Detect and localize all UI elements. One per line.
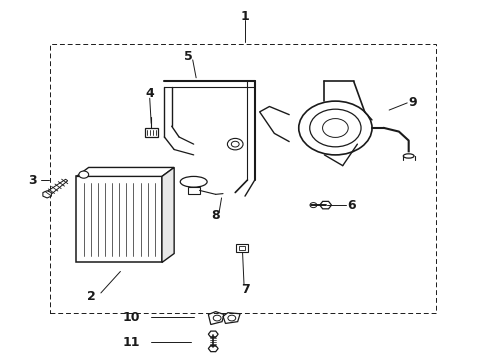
Circle shape	[227, 138, 243, 150]
Circle shape	[228, 315, 236, 321]
Text: 1: 1	[241, 10, 249, 23]
Circle shape	[310, 109, 361, 147]
Polygon shape	[188, 187, 199, 194]
Text: 6: 6	[347, 199, 356, 212]
Ellipse shape	[180, 176, 207, 187]
Circle shape	[310, 203, 317, 208]
Circle shape	[213, 315, 221, 321]
Bar	[49, 44, 436, 313]
Text: 10: 10	[122, 311, 140, 324]
Text: 9: 9	[409, 96, 417, 109]
Text: 5: 5	[184, 50, 193, 63]
Polygon shape	[208, 331, 218, 337]
Polygon shape	[43, 191, 51, 198]
Polygon shape	[320, 201, 331, 209]
Text: 4: 4	[146, 87, 154, 100]
Text: 8: 8	[211, 210, 220, 222]
Polygon shape	[76, 167, 174, 176]
Text: 2: 2	[87, 290, 96, 303]
Polygon shape	[236, 244, 248, 252]
Polygon shape	[45, 179, 68, 196]
Circle shape	[231, 141, 239, 147]
Text: 3: 3	[28, 174, 37, 186]
Polygon shape	[208, 346, 218, 352]
Circle shape	[322, 118, 348, 138]
Text: 7: 7	[241, 283, 249, 296]
Polygon shape	[162, 167, 174, 262]
Polygon shape	[76, 176, 162, 262]
Text: 11: 11	[122, 336, 140, 348]
Circle shape	[79, 171, 89, 178]
Ellipse shape	[403, 154, 414, 158]
Circle shape	[299, 101, 372, 155]
Polygon shape	[145, 128, 158, 137]
